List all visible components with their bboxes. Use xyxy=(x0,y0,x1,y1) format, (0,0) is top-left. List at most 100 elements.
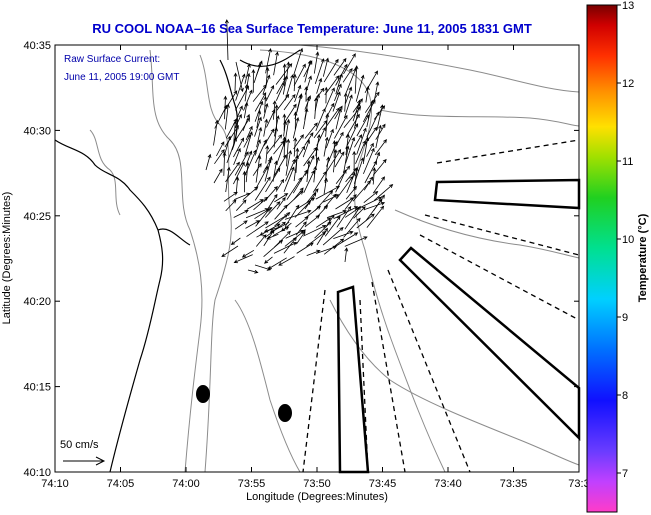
current-vector xyxy=(265,201,281,218)
current-vector xyxy=(233,137,245,158)
current-vector xyxy=(233,120,237,146)
current-vector xyxy=(324,75,340,96)
current-vector xyxy=(325,128,334,149)
current-vector xyxy=(205,153,212,171)
current-vector xyxy=(242,113,250,132)
current-vector xyxy=(243,101,249,119)
current-vector xyxy=(221,245,239,257)
current-vector xyxy=(296,231,306,245)
colorbar-tick-label: 8 xyxy=(622,390,628,402)
current-vector xyxy=(254,92,267,112)
current-vector xyxy=(362,136,370,164)
current-vector xyxy=(274,154,287,176)
current-vectors xyxy=(205,19,394,274)
x-tick-label: 73:55 xyxy=(238,478,266,490)
current-vector xyxy=(254,165,269,191)
current-vector xyxy=(225,199,237,212)
y-tick-label: 40:30 xyxy=(23,125,51,137)
current-vector xyxy=(235,176,240,194)
current-vector xyxy=(276,138,287,165)
x-tick-label: 73:3 xyxy=(568,478,589,490)
current-vector xyxy=(246,199,264,210)
current-vector xyxy=(235,61,244,93)
current-vector xyxy=(325,149,342,173)
y-axis-label: Latitude (Degrees:Minutes) xyxy=(1,192,13,325)
current-vector xyxy=(259,226,275,236)
current-vector xyxy=(353,166,359,191)
current-vector xyxy=(246,221,269,237)
current-vector xyxy=(366,142,374,157)
current-vector xyxy=(356,213,375,229)
current-vector xyxy=(233,161,245,185)
current-vector xyxy=(245,150,253,167)
current-vector xyxy=(314,146,319,165)
x-tick-label: 73:45 xyxy=(369,478,397,490)
current-vector xyxy=(273,51,279,76)
current-vector xyxy=(284,118,291,147)
current-vector xyxy=(375,123,386,140)
current-vector xyxy=(335,165,351,185)
current-vector xyxy=(315,185,341,200)
current-vector xyxy=(275,178,285,192)
current-vector xyxy=(283,166,295,192)
current-vector xyxy=(285,149,292,176)
annotation-line1: Raw Surface Current: xyxy=(64,54,160,65)
current-vector xyxy=(312,171,327,193)
current-vector xyxy=(323,238,345,255)
x-axis-label: Longitude (Degrees:Minutes) xyxy=(246,491,388,503)
current-vector xyxy=(325,214,335,228)
current-vector xyxy=(343,53,356,75)
current-vector xyxy=(304,205,322,219)
colorbar-ticks: 13 12 11 10 9 8 7 xyxy=(617,0,634,480)
current-vector xyxy=(356,114,369,137)
current-vector xyxy=(254,264,272,271)
current-vector xyxy=(364,201,386,210)
current-vector xyxy=(253,196,269,211)
current-vector xyxy=(286,138,291,167)
current-vector xyxy=(266,134,283,155)
current-vector xyxy=(345,123,359,149)
current-vector xyxy=(336,175,354,200)
current-vector xyxy=(278,256,295,266)
current-vector xyxy=(363,191,379,204)
current-vector xyxy=(303,107,309,130)
current-vector xyxy=(345,113,360,138)
current-vector xyxy=(255,154,262,183)
current-vector xyxy=(245,161,250,183)
current-vector xyxy=(306,249,321,256)
current-vector xyxy=(315,107,326,131)
current-vector xyxy=(283,120,288,137)
current-vector xyxy=(236,199,247,211)
x-axis: 74:10 74:05 74:00 73:55 73:50 73:45 73:40 73:35… xyxy=(41,45,590,490)
current-vector xyxy=(265,66,270,86)
current-vector xyxy=(222,151,227,176)
current-vector xyxy=(265,144,270,164)
current-vector xyxy=(226,137,237,164)
current-vector xyxy=(313,165,318,183)
current-vector xyxy=(295,216,309,228)
y-tick-label: 40:15 xyxy=(23,382,51,394)
contour-line xyxy=(199,54,232,473)
scale-label: 50 cm/s xyxy=(60,439,99,451)
current-vector xyxy=(255,234,267,247)
current-vector xyxy=(342,67,353,83)
current-vector xyxy=(256,126,263,148)
current-vector xyxy=(334,83,342,102)
current-vector xyxy=(235,85,249,111)
current-vector xyxy=(345,136,356,164)
current-vector xyxy=(292,116,300,139)
current-vector xyxy=(263,239,284,258)
current-vector xyxy=(363,126,378,146)
colorbar-tick-label: 9 xyxy=(622,312,628,324)
current-vector xyxy=(366,111,380,138)
current-vector xyxy=(335,107,342,130)
current-vector xyxy=(264,155,273,182)
current-vector xyxy=(304,215,321,228)
current-vector xyxy=(334,114,348,139)
current-vector xyxy=(256,110,262,129)
current-vector xyxy=(245,220,260,229)
annotation-line2: June 11, 2005 19:00 GMT xyxy=(64,72,179,83)
current-vector xyxy=(332,91,341,112)
current-vector xyxy=(293,63,306,86)
